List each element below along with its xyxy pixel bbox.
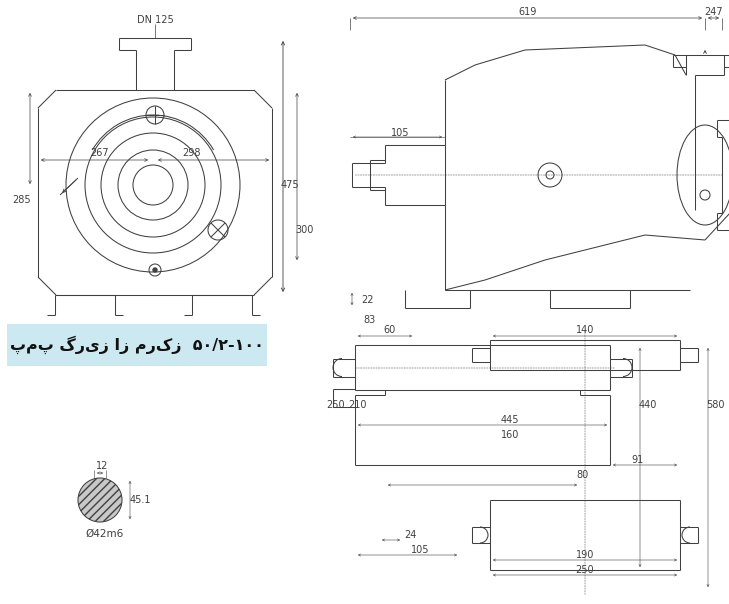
Text: 250: 250 xyxy=(327,400,345,410)
Text: 83: 83 xyxy=(364,315,376,325)
Text: 60: 60 xyxy=(384,325,396,335)
Text: 445: 445 xyxy=(501,415,519,425)
Circle shape xyxy=(78,478,122,522)
Text: 247: 247 xyxy=(704,7,723,17)
Circle shape xyxy=(153,268,157,272)
Text: پمپ گریز از مرکز  ۵۰/۲-۱۰۰: پمپ گریز از مرکز ۵۰/۲-۱۰۰ xyxy=(10,336,264,354)
Text: 22: 22 xyxy=(362,295,374,305)
Text: 210: 210 xyxy=(348,400,367,410)
Text: 250: 250 xyxy=(576,565,594,575)
Text: 80: 80 xyxy=(577,470,589,480)
Text: 140: 140 xyxy=(576,325,594,335)
Text: DN 125: DN 125 xyxy=(136,15,174,25)
Text: 300: 300 xyxy=(296,225,314,235)
Text: 160: 160 xyxy=(501,430,519,440)
Text: 12: 12 xyxy=(95,461,108,471)
Text: 105: 105 xyxy=(410,545,429,555)
Text: 619: 619 xyxy=(518,7,537,17)
Text: 190: 190 xyxy=(576,550,594,560)
Text: 440: 440 xyxy=(639,400,657,410)
Text: 267: 267 xyxy=(90,148,109,158)
Text: 285: 285 xyxy=(12,195,31,205)
Text: 105: 105 xyxy=(391,128,409,138)
FancyBboxPatch shape xyxy=(7,324,267,366)
Text: 298: 298 xyxy=(183,148,201,158)
Text: 91: 91 xyxy=(632,455,644,465)
Text: Ø42m6: Ø42m6 xyxy=(86,529,124,539)
Text: 475: 475 xyxy=(281,180,300,190)
Text: 24: 24 xyxy=(404,530,416,540)
Text: 45.1: 45.1 xyxy=(129,495,151,505)
Text: 580: 580 xyxy=(706,400,724,410)
